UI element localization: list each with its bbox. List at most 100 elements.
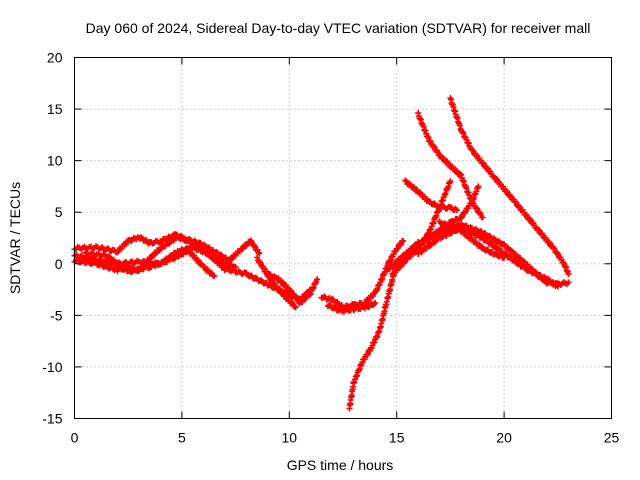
data-point [473, 152, 480, 159]
data-point [565, 279, 572, 286]
series-track-o [415, 224, 561, 290]
data-point [462, 208, 469, 215]
data-point [195, 257, 202, 264]
data-point [266, 274, 273, 281]
data-point [535, 226, 542, 233]
data-point [213, 248, 220, 255]
data-point [402, 177, 409, 184]
data-point [554, 251, 561, 258]
data-point [527, 216, 534, 223]
data-point [551, 245, 558, 252]
data-point [427, 138, 434, 145]
series-track-d [82, 247, 218, 280]
data-point [247, 237, 254, 244]
x-tick-label: 15 [389, 430, 405, 446]
y-tick-label: 5 [55, 204, 63, 220]
series-track-g [318, 237, 407, 311]
data-point [251, 243, 258, 250]
series-track-h [324, 299, 379, 315]
data-series [71, 95, 572, 412]
data-point [200, 263, 207, 270]
data-point [484, 165, 491, 172]
data-point [289, 300, 296, 307]
data-point [288, 287, 295, 294]
plot-frame [74, 57, 612, 419]
x-tick-label: 25 [604, 430, 620, 446]
axis-ticks [74, 57, 612, 419]
x-tick-label: 5 [178, 430, 186, 446]
data-point [480, 160, 487, 167]
data-point [516, 204, 523, 211]
y-tick-label: 0 [55, 256, 63, 272]
data-point [453, 207, 460, 214]
series-track-q [436, 218, 508, 261]
data-point [491, 242, 498, 249]
y-tick-label: -15 [42, 411, 62, 427]
y-axis-label: SDTVAR / TECUs [7, 182, 23, 294]
data-point [473, 204, 480, 211]
data-point [256, 250, 263, 257]
data-point [255, 249, 262, 256]
data-point [279, 279, 286, 286]
data-point [440, 155, 447, 162]
data-point [512, 199, 519, 206]
data-point [503, 187, 510, 194]
y-tick-label: 20 [47, 50, 63, 66]
data-point [254, 254, 261, 261]
data-point [329, 296, 336, 303]
data-point [292, 304, 299, 311]
data-point [458, 214, 465, 221]
data-point [501, 254, 508, 261]
data-point [447, 178, 454, 185]
x-tick-label: 20 [496, 430, 512, 446]
x-axis-label: GPS time / hours [287, 457, 394, 473]
data-point [475, 183, 482, 190]
data-point [265, 273, 272, 280]
data-point [554, 283, 561, 290]
data-point [278, 278, 285, 285]
y-tick-label: -10 [42, 359, 62, 375]
x-tick-labels: 0 5 10 15 20 25 [71, 430, 620, 446]
data-point [536, 227, 543, 234]
data-point [306, 291, 313, 298]
data-point [248, 238, 255, 245]
y-tick-label: -5 [50, 307, 63, 323]
series-track-k [415, 110, 486, 221]
data-point [257, 260, 264, 267]
data-point [413, 242, 420, 249]
data-point [398, 262, 405, 269]
data-point [508, 247, 515, 254]
grid-lines [74, 57, 612, 419]
series-track-p [447, 95, 572, 278]
y-tick-label: 10 [47, 153, 63, 169]
data-point [276, 285, 283, 292]
series-track-e [254, 254, 321, 307]
data-point [397, 263, 404, 270]
data-point [493, 175, 500, 182]
data-point [156, 247, 163, 254]
data-point [504, 188, 511, 195]
chart-title: Day 060 of 2024, Sidereal Day-to-day VTE… [86, 20, 591, 36]
y-tick-label: 15 [47, 101, 63, 117]
data-point [492, 174, 499, 181]
data-point [400, 238, 407, 245]
data-point [553, 282, 560, 289]
data-point [232, 263, 239, 270]
data-point [263, 268, 270, 275]
series-track-f [260, 265, 299, 311]
data-point [453, 168, 460, 175]
data-point [362, 299, 369, 306]
data-point [452, 167, 459, 174]
data-point [427, 242, 434, 249]
data-point [372, 299, 379, 306]
data-point [431, 144, 438, 151]
y-tick-labels: -15 -10 -5 0 5 10 15 20 [42, 50, 62, 427]
data-point [211, 273, 218, 280]
data-point [469, 147, 476, 154]
data-point [459, 214, 466, 221]
data-point [479, 214, 486, 221]
data-point [457, 170, 464, 177]
series-track-i [346, 250, 411, 412]
